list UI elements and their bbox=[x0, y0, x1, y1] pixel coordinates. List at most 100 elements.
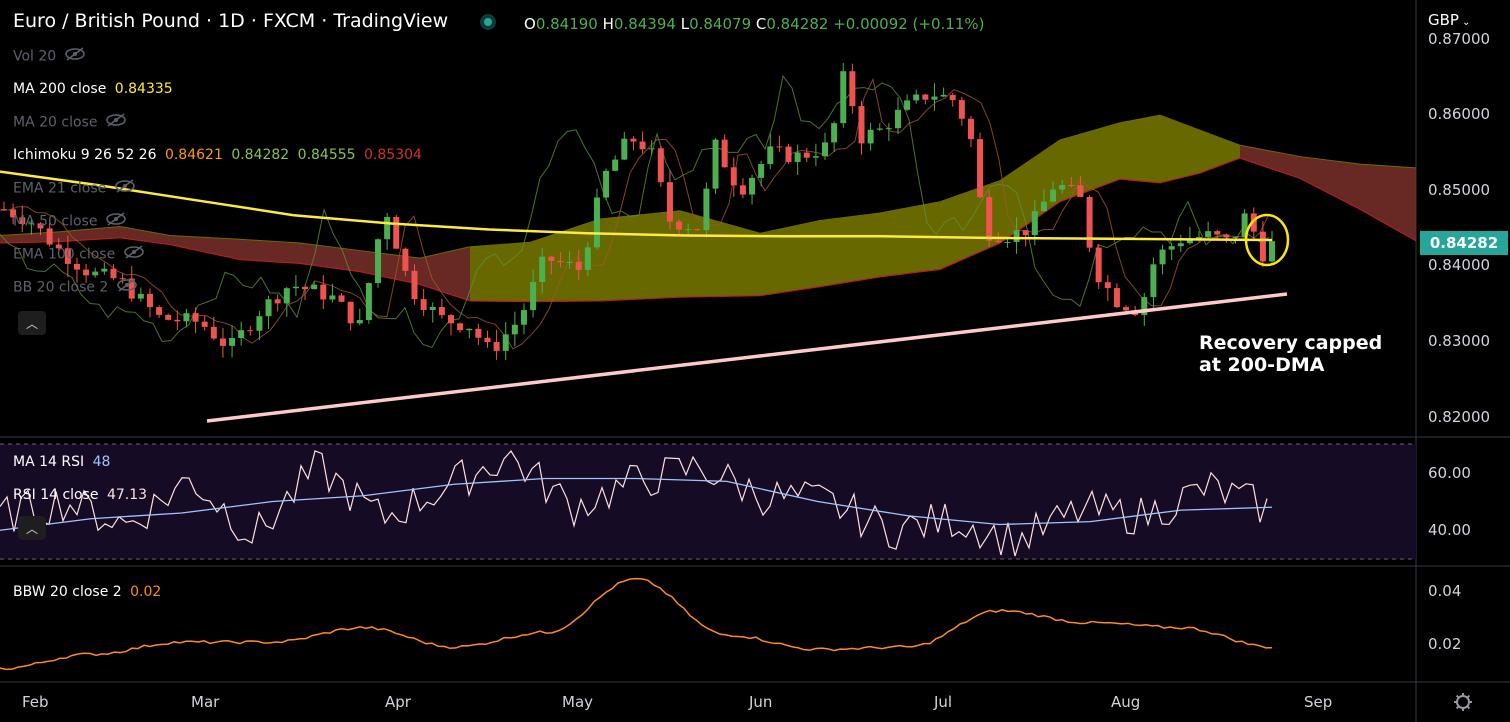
price-axis-label: 0.83000 bbox=[1428, 332, 1491, 350]
candle-body bbox=[457, 323, 464, 331]
candle-body bbox=[247, 330, 254, 332]
time-axis-label: Mar bbox=[191, 693, 220, 711]
interval[interactable]: 1D bbox=[218, 10, 245, 32]
ichimoku-span-a bbox=[0, 114, 1417, 259]
candle-body bbox=[64, 248, 71, 264]
currency-selector[interactable]: GBP ⌄ bbox=[1428, 11, 1471, 29]
candle-body bbox=[575, 261, 582, 270]
candle-body bbox=[739, 185, 746, 195]
collapse-rsi-legend-button[interactable]: ︿ bbox=[18, 516, 46, 540]
candle-body bbox=[1004, 241, 1011, 243]
candle-body bbox=[922, 94, 929, 100]
candle-body bbox=[867, 129, 874, 144]
legend-ma20[interactable]: MA 20 close bbox=[13, 113, 127, 132]
bbw-axis-label: 0.02 bbox=[1428, 635, 1462, 653]
candle-body bbox=[794, 152, 801, 162]
candle-body bbox=[110, 268, 117, 279]
gear-icon bbox=[1454, 693, 1472, 711]
candle-body bbox=[1040, 201, 1047, 212]
candle-body bbox=[420, 299, 427, 310]
candle-body bbox=[466, 328, 473, 331]
candle-body bbox=[92, 271, 99, 276]
candle-body bbox=[256, 316, 263, 331]
rsi-line bbox=[0, 450, 1268, 557]
time-axis-label: Apr bbox=[385, 693, 411, 711]
time-axis-label: Sep bbox=[1304, 693, 1333, 711]
trendline bbox=[206, 292, 1288, 423]
legend-ma50[interactable]: MA 50 close bbox=[13, 212, 127, 231]
price-axis-label: 0.87000 bbox=[1428, 30, 1491, 48]
candle-body bbox=[411, 270, 418, 300]
candle-body bbox=[548, 256, 555, 262]
ichimoku-cloud bbox=[470, 115, 1240, 302]
candle-body bbox=[612, 159, 619, 171]
price-axis-label: 0.85000 bbox=[1428, 181, 1491, 199]
legend-bbw[interactable]: BBW 20 close 2 0.02 bbox=[13, 584, 162, 600]
candle-body bbox=[28, 223, 35, 225]
legend-ichimoku[interactable]: Ichimoku 9 26 52 26 0.84621 0.84282 0.84… bbox=[13, 147, 422, 163]
candle-body bbox=[822, 142, 829, 157]
candle-body bbox=[484, 337, 491, 343]
legend-vol[interactable]: Vol 20 bbox=[13, 47, 86, 66]
candle-body bbox=[356, 320, 363, 324]
candle-body bbox=[584, 247, 591, 270]
candle-body bbox=[685, 229, 692, 231]
candle-body bbox=[694, 229, 701, 231]
legend-rsi-ma[interactable]: MA 14 RSI 48 bbox=[13, 454, 111, 470]
legend-ema21[interactable]: EMA 21 close bbox=[13, 179, 136, 198]
candle-body bbox=[1259, 231, 1266, 262]
candle-body bbox=[721, 139, 728, 168]
candle-body bbox=[840, 71, 847, 124]
rsi-axis-label: 40.00 bbox=[1428, 521, 1471, 539]
candle-body bbox=[812, 156, 819, 158]
candle-body bbox=[593, 197, 600, 248]
candle-body bbox=[165, 314, 172, 320]
separator: · bbox=[205, 10, 213, 32]
candle-body bbox=[192, 313, 199, 322]
legend-rsi[interactable]: RSI 14 close 47.13 bbox=[13, 487, 148, 503]
candle-body bbox=[1077, 185, 1084, 197]
candle-body bbox=[986, 197, 993, 241]
candle-body bbox=[511, 324, 518, 335]
candle-body bbox=[995, 240, 1002, 242]
legend-bb[interactable]: BB 20 close 2 bbox=[13, 278, 138, 297]
candle-body bbox=[137, 293, 144, 299]
candle-body bbox=[967, 118, 974, 140]
exchange: FXCM bbox=[262, 10, 316, 32]
symbol-name[interactable]: Euro / British Pound bbox=[13, 10, 200, 32]
chevron-up-icon: ︿ bbox=[25, 316, 38, 331]
eye-hidden-icon bbox=[114, 179, 136, 198]
candle-body bbox=[46, 228, 53, 245]
candle-body bbox=[1159, 249, 1166, 265]
candle-body bbox=[648, 148, 655, 150]
time-axis-label: May bbox=[562, 693, 594, 711]
candle-body bbox=[201, 321, 208, 327]
candle-body bbox=[1022, 230, 1029, 236]
legend-ema100[interactable]: EMA 100 close bbox=[13, 245, 145, 264]
candle-body bbox=[292, 286, 299, 289]
candle-body bbox=[393, 216, 400, 249]
candle-body bbox=[274, 299, 281, 304]
candle-body bbox=[101, 268, 108, 272]
legend-ma200[interactable]: MA 200 close 0.84335 bbox=[13, 81, 173, 97]
candle-body bbox=[1113, 288, 1120, 308]
collapse-legend-button[interactable]: ︿ bbox=[18, 311, 46, 335]
candle-body bbox=[666, 182, 673, 222]
chevron-up-icon: ︿ bbox=[25, 521, 38, 536]
brand: TradingView bbox=[333, 10, 449, 32]
market-status-icon[interactable] bbox=[480, 14, 496, 30]
candle-body bbox=[10, 209, 17, 218]
candle-body bbox=[1068, 185, 1075, 187]
candle-body bbox=[447, 315, 454, 324]
candle-body bbox=[1168, 246, 1175, 250]
candle-body bbox=[1196, 236, 1203, 239]
ichimoku-span-b bbox=[0, 157, 1417, 303]
candle-body bbox=[493, 342, 500, 351]
candle-body bbox=[894, 109, 901, 129]
candle-body bbox=[502, 334, 509, 351]
ohlc-values: O0.84190 H0.84394 L0.84079 C0.84282 +0.0… bbox=[524, 15, 985, 33]
candle-body bbox=[1250, 213, 1257, 232]
candle-body bbox=[402, 248, 409, 271]
candle-body bbox=[803, 152, 810, 158]
